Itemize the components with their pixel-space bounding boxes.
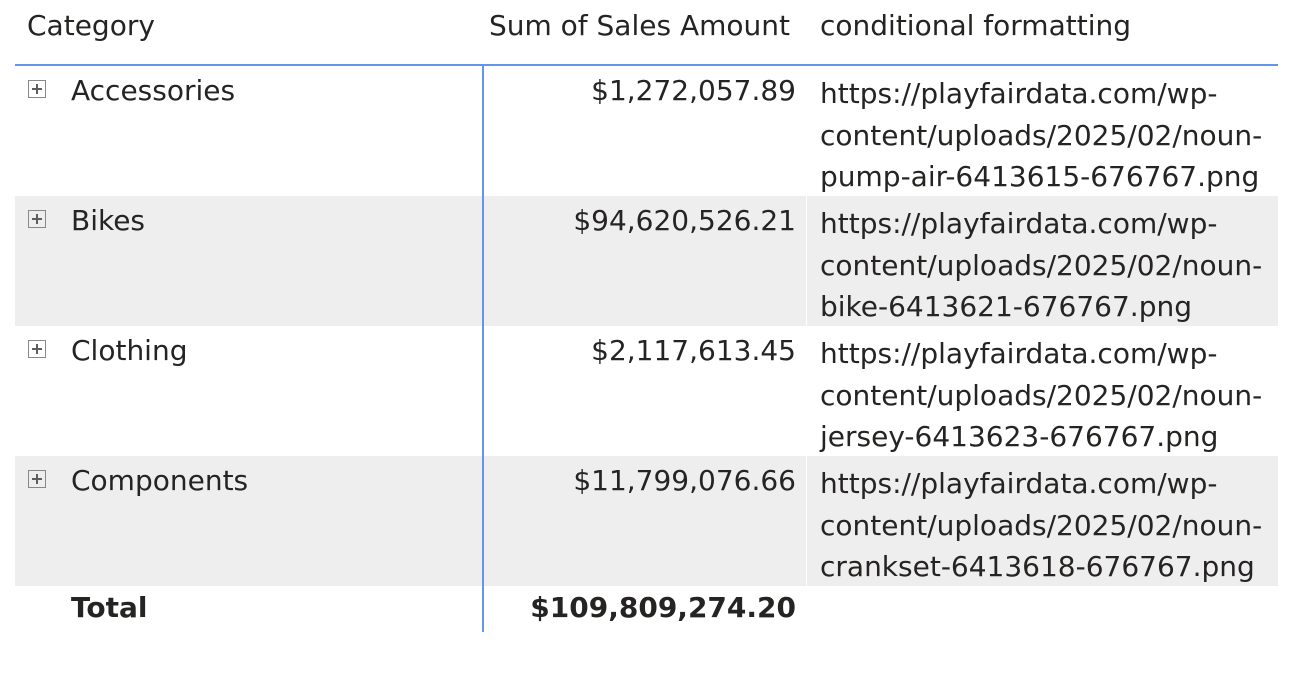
table-row: Components $11,799,076.66 https://playfa… <box>15 456 1278 586</box>
table-row: Accessories $1,272,057.89 https://playfa… <box>15 66 1278 196</box>
row-sales-amount: $2,117,613.45 <box>591 334 796 367</box>
row-category: Components <box>71 464 249 497</box>
table-header: Category Sum of Sales Amount conditional… <box>15 0 1278 66</box>
table-row: Bikes $94,620,526.21 https://playfairdat… <box>15 196 1278 326</box>
matrix-table: Category Sum of Sales Amount conditional… <box>15 0 1278 636</box>
row-conditional-url: https://playfairdata.com/wp- content/upl… <box>820 207 1263 323</box>
row-sales-amount: $11,799,076.66 <box>573 464 796 497</box>
row-conditional-url: https://playfairdata.com/wp- content/upl… <box>820 337 1263 453</box>
total-row: Total $109,809,274.20 <box>15 586 1278 636</box>
table-row: Clothing $2,117,613.45 https://playfaird… <box>15 326 1278 456</box>
column-header-category[interactable]: Category <box>27 9 155 42</box>
total-label: Total <box>71 591 148 624</box>
row-category: Bikes <box>71 204 146 237</box>
column-header-conditional-formatting[interactable]: conditional formatting <box>820 9 1131 42</box>
row-category: Accessories <box>71 74 236 107</box>
total-amount: $109,809,274.20 <box>530 591 796 624</box>
column-divider[interactable] <box>482 66 484 632</box>
expand-plus-icon[interactable] <box>28 80 46 98</box>
expand-plus-icon[interactable] <box>28 340 46 358</box>
row-conditional-url: https://playfairdata.com/wp- content/upl… <box>820 467 1263 583</box>
row-conditional-url: https://playfairdata.com/wp- content/upl… <box>820 77 1263 193</box>
expand-plus-icon[interactable] <box>28 210 46 228</box>
expand-plus-icon[interactable] <box>28 470 46 488</box>
row-sales-amount: $1,272,057.89 <box>591 74 796 107</box>
row-sales-amount: $94,620,526.21 <box>573 204 796 237</box>
row-category: Clothing <box>71 334 188 367</box>
column-header-sales[interactable]: Sum of Sales Amount <box>488 9 790 42</box>
